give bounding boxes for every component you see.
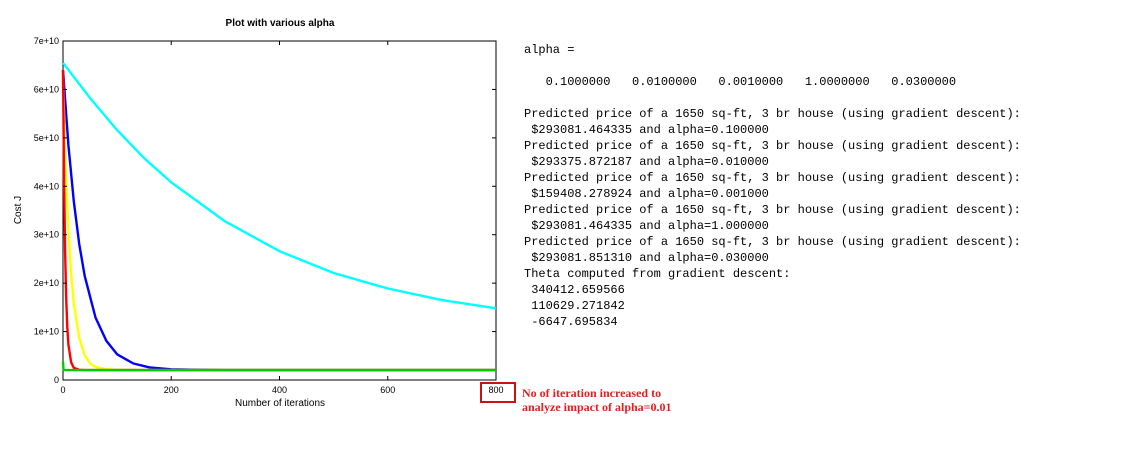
annotation-line-2: analyze impact of alpha=0.01 [522,400,672,414]
console-line: $293081.464335 and alpha=0.100000 [524,123,769,137]
x-tick-label: 800 [488,385,503,395]
series-line-1 [62,62,497,310]
console-line: Predicted price of a 1650 sq-ft, 3 br ho… [524,171,1021,185]
y-tick-label: 1e+10 [34,327,59,337]
console-line: $293081.464335 and alpha=1.000000 [524,219,769,233]
annotation-line-1: No of iteration increased to [522,386,662,400]
chart: Plot with various alpha 0 200 400 600 800 0 1e… [13,18,516,409]
y-tick-label: 2e+10 [34,278,59,288]
y-tick-label: 5e+10 [34,133,59,143]
highlight-box [480,382,516,403]
x-tick-label: 0 [60,385,65,395]
console-line: -6647.695834 [524,315,618,329]
y-tick-label: 3e+10 [34,230,59,240]
y-axis-label: Cost J [13,196,24,224]
y-tick-label: 0 [54,375,59,385]
console-line: alpha = [524,43,575,57]
console-line: $293081.851310 and alpha=0.030000 [524,251,769,265]
console-line: Predicted price of a 1650 sq-ft, 3 br ho… [524,107,1021,121]
console-output: alpha = 0.1000000 0.0100000 0.0010000 1.… [524,42,1021,330]
y-tick-label: 7e+10 [34,36,59,46]
console-line: Predicted price of a 1650 sq-ft, 3 br ho… [524,203,1021,217]
console-line: 110629.271842 [524,299,625,313]
y-tick-label: 4e+10 [34,181,59,191]
console-line: Predicted price of a 1650 sq-ft, 3 br ho… [524,139,1021,153]
annotation: No of iteration increased to analyze imp… [522,386,672,414]
y-tick-label: 6e+10 [34,84,59,94]
x-tick-label: 600 [380,385,395,395]
console-line: $293375.872187 and alpha=0.010000 [524,155,769,169]
console-line [524,90,1021,106]
series-layer [61,62,497,372]
console-line: Theta computed from gradient descent: [524,267,791,281]
series-line-5 [61,361,496,372]
console-line: 340412.659566 [524,283,625,297]
x-tick-label: 400 [272,385,287,395]
x-axis-label: Number of iterations [235,398,325,409]
chart-title: Plot with various alpha [226,18,335,29]
x-tick-label: 200 [164,385,179,395]
console-line [524,58,1021,74]
console-line: $159408.278924 and alpha=0.001000 [524,187,769,201]
tick-layer: 0 200 400 600 800 0 1e+10 2e+10 3e+10 4e+10 5e+10 6… [34,36,504,395]
plot-frame [62,40,497,381]
console-line: 0.1000000 0.0100000 0.0010000 1.0000000 … [524,75,957,89]
console-line: Predicted price of a 1650 sq-ft, 3 br ho… [524,235,1021,249]
